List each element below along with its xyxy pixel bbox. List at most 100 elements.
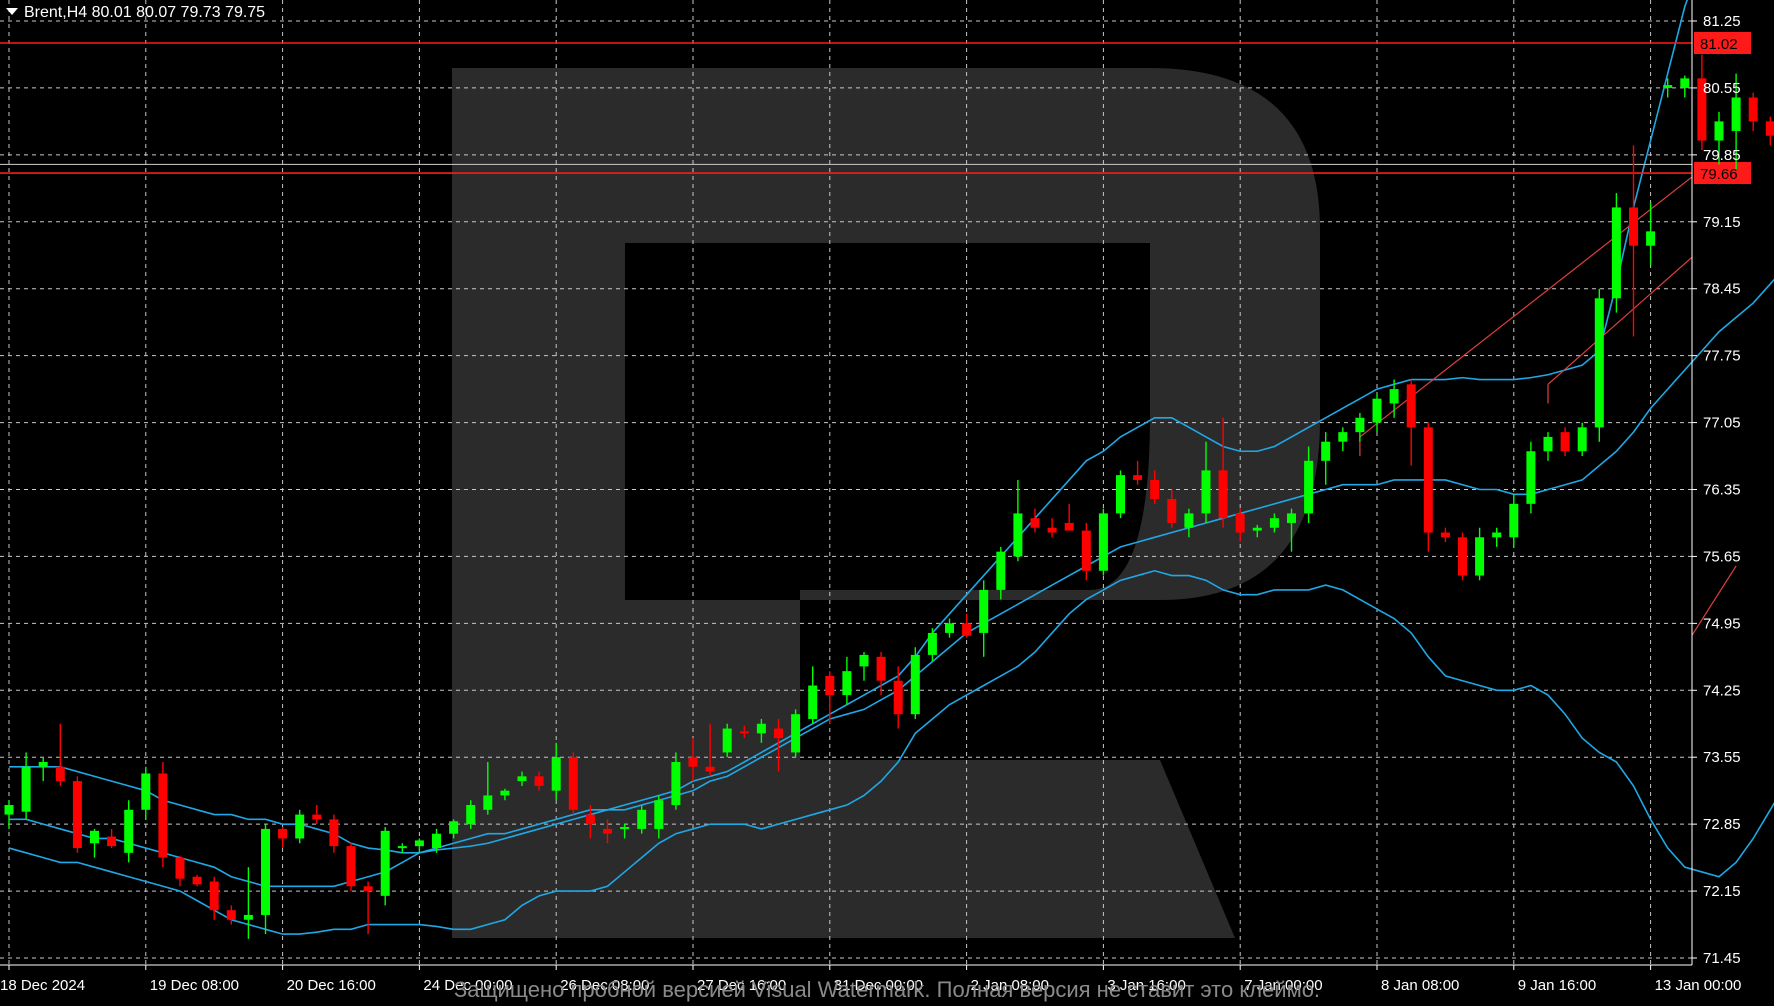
candle xyxy=(1150,470,1160,504)
candle-body xyxy=(1646,231,1656,246)
candle-body xyxy=(1047,527,1057,533)
candle-body xyxy=(1714,121,1724,141)
candle-body xyxy=(1235,513,1245,533)
price-level-badge xyxy=(1694,31,1751,54)
candle xyxy=(1594,288,1604,442)
candle xyxy=(363,881,373,935)
candle xyxy=(1389,379,1399,418)
candle-body xyxy=(842,671,852,696)
candle-body xyxy=(1765,121,1774,136)
candle-body xyxy=(568,757,578,810)
candle-body xyxy=(226,910,236,920)
candle xyxy=(141,766,151,820)
candle-body xyxy=(688,757,698,767)
candle xyxy=(1355,413,1365,442)
candle-body xyxy=(551,757,561,791)
candle-body xyxy=(397,846,407,849)
candle xyxy=(962,613,972,638)
x-tick-label: 7 Jan 00:00 xyxy=(1244,977,1322,994)
candle xyxy=(278,827,288,849)
candle-body xyxy=(432,833,441,849)
candle-body xyxy=(1304,460,1314,514)
candle-body xyxy=(1458,537,1467,576)
channel-line-3[interactable] xyxy=(1691,565,1737,636)
candle-body xyxy=(979,589,989,633)
candle-body xyxy=(1167,499,1177,523)
candle-body xyxy=(722,728,732,753)
candle-body xyxy=(1116,475,1125,514)
candle xyxy=(1577,422,1587,457)
candle-body xyxy=(141,773,151,810)
candle xyxy=(1030,508,1040,533)
candle xyxy=(1680,75,1690,98)
candle-body xyxy=(534,776,544,786)
candle xyxy=(534,771,544,791)
candle xyxy=(1081,522,1091,581)
candles xyxy=(4,54,1774,939)
candle-body xyxy=(346,846,356,887)
candle-body xyxy=(910,654,920,715)
candle-body xyxy=(1081,530,1091,571)
y-tick-label: 79.15 xyxy=(1703,214,1741,231)
candle xyxy=(1663,78,1673,98)
candle xyxy=(483,761,493,815)
candle xyxy=(1629,145,1638,337)
candle xyxy=(1526,441,1536,514)
candle-body xyxy=(124,809,134,853)
candle xyxy=(1406,379,1416,466)
candle-body xyxy=(1629,207,1638,246)
candle-body xyxy=(1475,537,1485,576)
bollinger-lower xyxy=(8,569,1774,935)
candle-body xyxy=(329,819,339,847)
y-tick-label: 76.35 xyxy=(1703,482,1741,499)
candle xyxy=(1304,446,1314,523)
symbol-header: Brent,H4 80.01 80.07 79.73 79.75 xyxy=(24,4,265,21)
x-tick-label: 13 Jan 00:00 xyxy=(1655,977,1742,994)
candle-body xyxy=(1509,503,1519,538)
candle xyxy=(1338,427,1348,452)
y-tick-label: 73.55 xyxy=(1703,749,1741,766)
candle xyxy=(243,867,253,939)
candle xyxy=(756,718,766,743)
candle-body xyxy=(1577,427,1587,452)
candle-body xyxy=(414,840,424,847)
candle xyxy=(1492,527,1502,547)
candle xyxy=(414,838,424,853)
y-axis: 81.25 80.55 79.85 79.15 78.45 77.75 77.05 76.35… xyxy=(1691,0,1741,967)
candle xyxy=(1218,417,1228,528)
candle xyxy=(466,800,476,829)
channel-line-2[interactable] xyxy=(1547,256,1693,385)
candle xyxy=(380,827,390,906)
candle xyxy=(1440,527,1450,543)
candle xyxy=(910,647,920,719)
candle-body xyxy=(295,814,305,839)
candle-body xyxy=(158,773,168,858)
candle xyxy=(1064,503,1074,531)
candle xyxy=(209,876,219,920)
x-tick-label: 20 Dec 16:00 xyxy=(287,977,376,994)
candle-body xyxy=(1287,513,1296,523)
candle xyxy=(261,824,270,935)
candle xyxy=(551,742,561,801)
candle-body xyxy=(1697,78,1707,141)
candle-body xyxy=(1355,417,1365,433)
candle-body xyxy=(1030,518,1040,528)
x-tick-label: 9 Jan 16:00 xyxy=(1518,977,1596,994)
candle-body xyxy=(791,714,801,753)
candle-body xyxy=(1389,389,1399,404)
candle-body xyxy=(363,886,373,892)
candle xyxy=(620,824,630,839)
candle-body xyxy=(21,766,31,812)
candle xyxy=(1475,527,1485,581)
candle xyxy=(1748,92,1758,131)
candle xyxy=(603,819,612,844)
candle-body xyxy=(278,828,288,839)
candle xyxy=(55,723,65,786)
x-tick-label: 24 Dec 00:00 xyxy=(423,977,512,994)
candle-body xyxy=(927,632,937,655)
candle xyxy=(1321,432,1331,485)
candle-body xyxy=(1611,207,1621,299)
candle xyxy=(1509,494,1519,547)
triangle-down-icon[interactable] xyxy=(6,8,18,15)
